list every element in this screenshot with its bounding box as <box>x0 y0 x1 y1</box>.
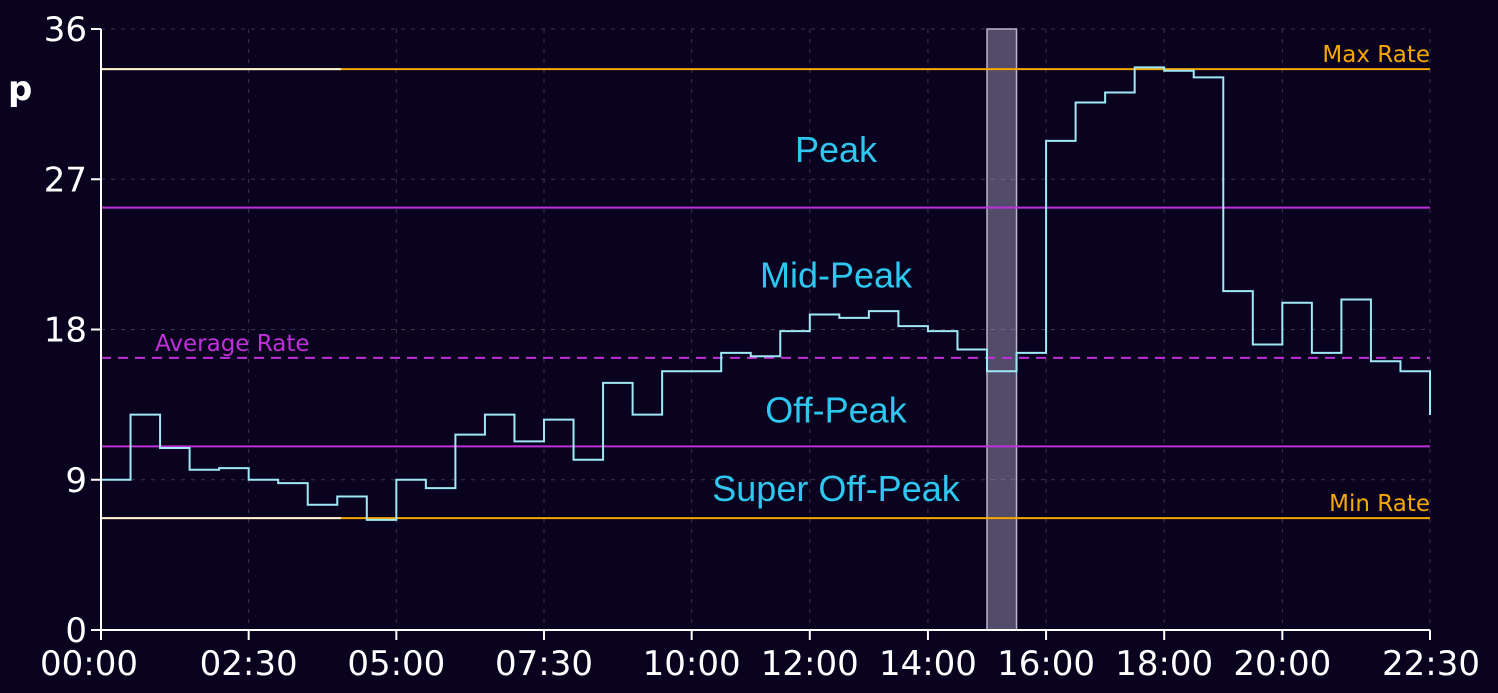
zone-label: Off-Peak <box>765 390 907 431</box>
reference-line-label: Min Rate <box>1329 491 1430 517</box>
x-tick-label: 14:00 <box>879 644 977 684</box>
x-tick-label: 05:00 <box>347 644 445 684</box>
reference-line-label: Average Rate <box>155 331 310 357</box>
reference-line-label: Max Rate <box>1322 42 1430 68</box>
x-tick-label: 18:00 <box>1115 644 1213 684</box>
y-tick-label: 9 <box>65 461 87 501</box>
current-time-highlight <box>986 28 1018 631</box>
x-tick-label: 02:30 <box>200 644 298 684</box>
x-tick-label: 16:00 <box>997 644 1095 684</box>
x-tick-label: 10:00 <box>643 644 741 684</box>
zone-label: Peak <box>795 129 878 170</box>
y-tick-label: 18 <box>44 311 87 351</box>
reference-lines: Max Rate Average Rate Min Rate <box>101 42 1430 520</box>
y-tick-label: 36 <box>44 10 87 50</box>
y-axis-label: p <box>8 69 32 109</box>
x-tick-label: 22:30 <box>1382 644 1480 684</box>
x-tick-label: 07:30 <box>495 644 593 684</box>
y-tick-label: 27 <box>44 160 87 200</box>
x-tick-label: 20:00 <box>1233 644 1331 684</box>
chart-axes: 0 9 18 27 36 00:00 02:30 05:00 07:30 10:00 12:00 14… <box>8 10 1480 684</box>
zone-label: Mid-Peak <box>760 254 913 295</box>
rate-series <box>101 66 1431 521</box>
series-line <box>101 66 1431 521</box>
zone-label: Super Off-Peak <box>712 468 960 509</box>
highlight-band <box>986 28 1018 631</box>
x-tick-label: 12:00 <box>761 644 859 684</box>
y-tick-label: 0 <box>65 611 87 651</box>
x-tick-label: 00:00 <box>40 644 138 684</box>
zone-boundary-lines <box>101 206 1430 448</box>
zone-labels: Peak Mid-Peak Off-Peak Super Off-Peak <box>712 129 960 509</box>
chart-grid <box>100 28 1431 630</box>
